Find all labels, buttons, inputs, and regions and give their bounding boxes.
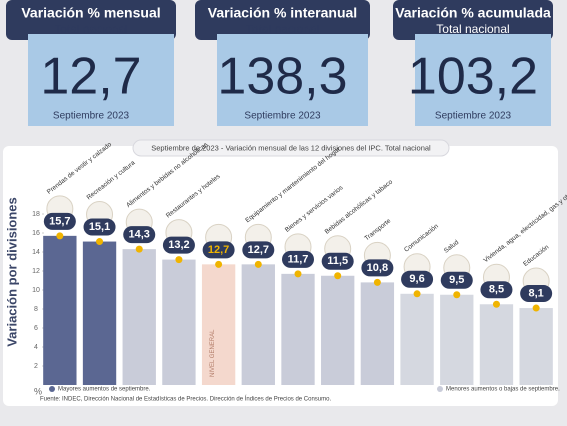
value-label: 8,5 [489, 284, 504, 296]
value-pill [401, 270, 434, 288]
value-label: 13,2 [168, 239, 189, 251]
card-title: Variación % mensual [21, 5, 160, 21]
legend-swatch [437, 386, 443, 392]
bar-marker [294, 270, 302, 278]
value-label: 12,7 [208, 244, 229, 256]
value-pill [43, 212, 76, 230]
bar [201, 264, 236, 385]
bar [519, 308, 553, 385]
value-pill [202, 241, 235, 259]
value-label: 12,7 [248, 244, 269, 256]
value-pill [361, 259, 394, 277]
value-label: 11,5 [327, 255, 348, 267]
card-value: 103,2 [408, 48, 538, 106]
value-pill [162, 236, 195, 254]
chart-title-pill [132, 139, 450, 157]
card-subtitle: Total nacional [246, 22, 319, 36]
y-tick-label: 2 [34, 363, 38, 370]
bar [360, 282, 395, 385]
value-pill [440, 271, 473, 289]
card-value: 138,3 [217, 48, 347, 106]
value-pill [520, 285, 553, 303]
y-tick-label: 14 [32, 249, 40, 256]
legend-label: Mayores aumentos de septiembre. [58, 387, 151, 393]
card-header [393, 0, 553, 40]
y-tick-label: 4 [34, 344, 38, 351]
bar-marker [373, 278, 381, 286]
value-pill [242, 241, 275, 259]
legend-label: Menores aumentos o bajas de septiembre. [446, 387, 560, 393]
y-tick-label: 8 [34, 306, 38, 313]
bar [479, 304, 514, 385]
value-label: 10,8 [367, 262, 388, 274]
card-value: 12,7 [40, 48, 141, 106]
card-header [195, 0, 370, 40]
y-axis-label: Variación por divisiones [4, 197, 19, 347]
card-subtitle: Total nacional [436, 22, 509, 36]
bar-marker [453, 291, 461, 299]
card-body [217, 34, 368, 126]
value-label: 15,1 [89, 221, 110, 233]
y-tick-label: 18 [32, 211, 40, 218]
source: Fuente: INDEC, Dirección Nacional de Est… [40, 396, 331, 403]
bar [82, 241, 117, 385]
y-tick-label: 12 [32, 268, 40, 275]
value-pill [123, 226, 156, 244]
bar [122, 249, 156, 385]
value-label: 9,6 [409, 273, 424, 285]
y-unit: % [34, 386, 42, 396]
value-pill [83, 218, 116, 236]
card-date: Septiembre 2023 [53, 111, 130, 122]
legend-swatch [49, 386, 55, 392]
bar-marker [56, 232, 64, 240]
bar-marker [135, 245, 143, 253]
bar [321, 275, 355, 385]
card-subtitle: Total nacional [54, 22, 127, 36]
bar-marker [492, 300, 500, 308]
value-pill [480, 281, 513, 299]
value-pill [282, 250, 314, 268]
y-tick-label: 16 [32, 230, 40, 237]
bar [440, 294, 474, 385]
bar-marker [175, 256, 183, 264]
value-label: 14,3 [129, 229, 150, 241]
card-date: Septiembre 2023 [244, 111, 321, 122]
bar-marker [413, 290, 421, 298]
bar [162, 259, 196, 385]
bar [43, 235, 77, 385]
value-label: 8,1 [529, 287, 544, 299]
card-body [28, 34, 174, 126]
bar-marker [254, 260, 262, 268]
bar [400, 293, 434, 385]
bar [281, 273, 315, 385]
value-label: 9,5 [449, 274, 464, 286]
value-label: 15,7 [49, 215, 70, 227]
value-label: 11,7 [288, 253, 309, 265]
bar-marker [532, 304, 540, 312]
card-date: Septiembre 2023 [435, 111, 512, 122]
bar-marker [96, 238, 104, 246]
chart-title: Septiembre de 2023 - Variación mensual d… [151, 143, 431, 152]
card-header [6, 0, 176, 40]
card-title: Variación % acumulada [395, 5, 551, 21]
card-title: Variación % interanual [208, 5, 357, 21]
y-tick-label: 6 [34, 325, 38, 332]
value-pill [321, 252, 354, 270]
reference-label: NIVEL GENERAL [210, 329, 216, 377]
bar-marker [334, 272, 342, 280]
y-tick-label: 10 [32, 287, 40, 294]
bar-marker [215, 260, 223, 268]
bar [241, 264, 275, 385]
card-body [415, 34, 551, 126]
